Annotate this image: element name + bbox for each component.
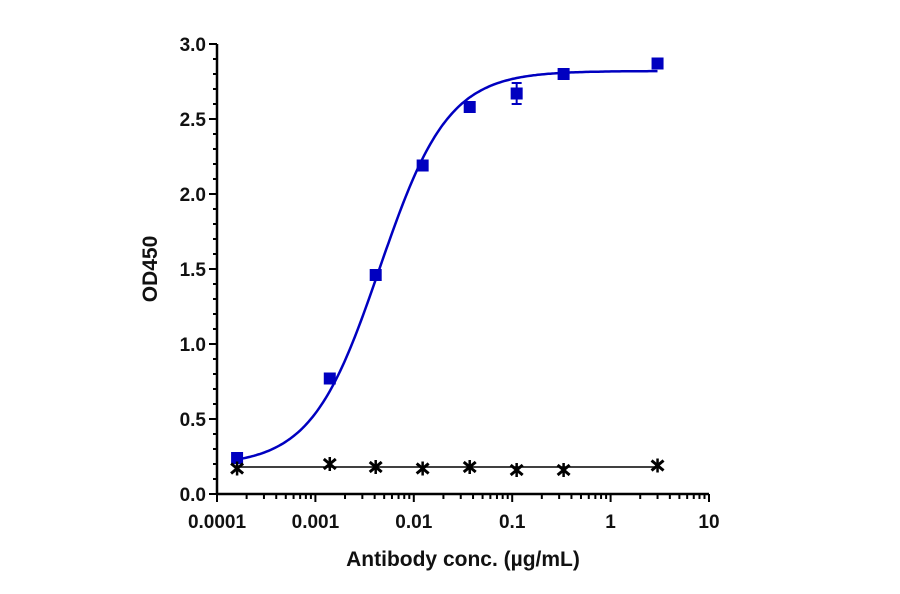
control-point	[415, 461, 430, 476]
y-tick-label: 3.0	[180, 35, 206, 56]
control-point	[462, 460, 477, 474]
x-tick-label: 0.0001	[188, 512, 247, 533]
antibody-point	[416, 159, 429, 172]
y-axis-title: OD450	[139, 236, 162, 303]
antibody-fit-curve	[236, 69, 658, 461]
x-axis-title: Antibody conc. (µg/mL)	[346, 548, 580, 571]
antibody-point	[231, 452, 244, 464]
x-tick-label: 0.01	[395, 512, 432, 533]
antibody-point	[510, 87, 523, 100]
antibody-point	[557, 68, 570, 80]
y-tick-label: 2.5	[180, 110, 207, 131]
y-tick-label: 1.0	[180, 335, 206, 356]
control-point	[650, 458, 665, 473]
y-tick-label: 1.5	[180, 260, 207, 281]
antibody-point	[323, 372, 336, 385]
antibody-point	[369, 269, 382, 281]
y-tick-label: 0.0	[180, 485, 206, 506]
control-point	[556, 463, 571, 477]
antibody-point	[463, 101, 476, 113]
x-tick-label: 1	[605, 512, 616, 533]
control-point	[322, 457, 337, 471]
control-point	[230, 461, 245, 476]
y-tick-label: 0.5	[180, 410, 207, 431]
data-points	[230, 57, 665, 477]
x-tick-label: 0.001	[292, 512, 340, 533]
antibody-point	[651, 57, 664, 70]
control-point	[509, 463, 524, 477]
x-tick-label: 0.1	[499, 512, 526, 533]
x-tick-label: 10	[698, 512, 719, 533]
control-point	[368, 460, 383, 474]
fit-curves	[236, 69, 658, 468]
y-tick-label: 2.0	[180, 185, 206, 206]
axes: 0.0 0.5 1.0 1.5 2.0 2.5 3.0 0.0001 0.001 0.01 0.1 1…	[180, 35, 720, 533]
